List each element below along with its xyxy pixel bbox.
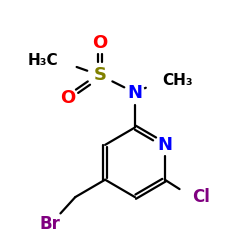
- Text: Cl: Cl: [192, 188, 210, 206]
- Text: N: N: [128, 84, 142, 102]
- Circle shape: [91, 34, 110, 52]
- Text: S: S: [94, 66, 107, 84]
- Circle shape: [126, 83, 144, 102]
- Text: Br: Br: [40, 216, 61, 234]
- Circle shape: [91, 66, 110, 85]
- Text: H₃C: H₃C: [27, 53, 58, 68]
- Circle shape: [58, 88, 77, 107]
- Text: CH₃: CH₃: [162, 73, 193, 88]
- Text: O: O: [92, 34, 108, 52]
- Text: N: N: [157, 136, 172, 154]
- Text: O: O: [60, 89, 76, 107]
- Circle shape: [155, 136, 174, 154]
